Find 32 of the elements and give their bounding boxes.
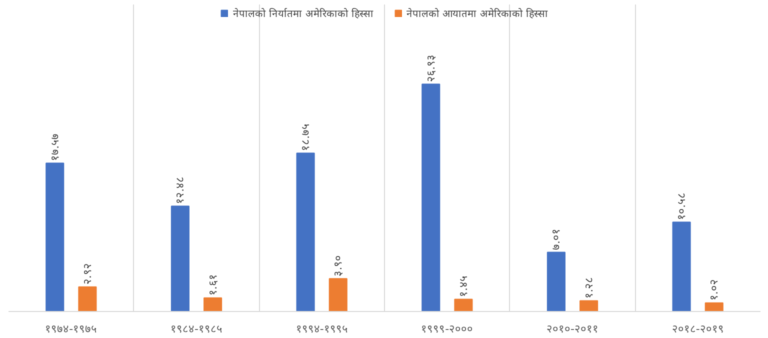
data-label: १.४५ <box>456 275 470 297</box>
bar <box>328 278 348 312</box>
x-tick-label: २०१०-२०११ <box>546 322 598 336</box>
x-tick-label: १९७४-१९७५ <box>45 322 98 336</box>
data-label: ३.९० <box>332 254 345 276</box>
bar <box>704 302 724 312</box>
x-tick-label: २०१८-२०१९ <box>672 322 724 336</box>
bar <box>546 252 566 312</box>
data-label: २.९२ <box>80 263 94 285</box>
legend-label: नेपालको निर्यातमा अमेरिकाको हिस्सा <box>232 7 374 20</box>
data-label: २६.९३ <box>424 54 438 82</box>
bar <box>672 222 691 312</box>
bar <box>204 297 222 312</box>
data-label: ७.०१ <box>550 228 563 250</box>
data-label: १.०२ <box>708 279 721 301</box>
x-tick-label: १९८४-१९८५ <box>170 322 222 336</box>
bar <box>78 286 97 312</box>
x-tick-label: १९९४-१९९५ <box>296 322 348 336</box>
data-label: १७.५७ <box>48 133 62 161</box>
legend-label: नेपालको आयातमा अमेरिकाको हिस्सा <box>406 7 548 20</box>
data-label: १.२८ <box>582 276 596 298</box>
bar <box>46 162 64 312</box>
bar <box>422 84 440 312</box>
data-label: १२.४८ <box>174 176 187 204</box>
bar <box>296 152 315 312</box>
bar <box>580 300 598 312</box>
data-label: १०.५८ <box>675 192 688 220</box>
data-label: १.६१ <box>206 274 220 296</box>
bar <box>170 206 190 312</box>
data-label: १८.७५ <box>299 123 312 151</box>
x-tick-label: १९९९-२००० <box>421 322 474 336</box>
bar <box>454 298 473 312</box>
